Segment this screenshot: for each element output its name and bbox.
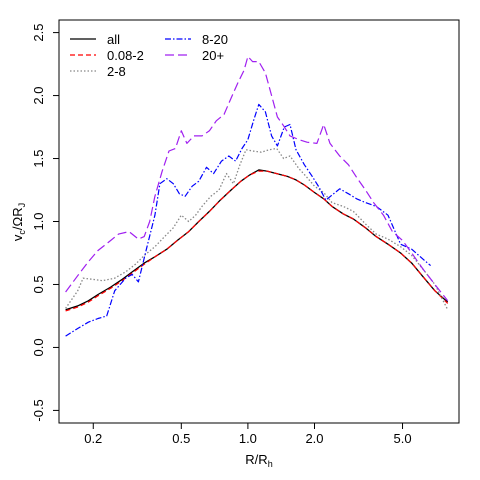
series-line-2-8	[65, 147, 449, 310]
y-tick-label: 2.5	[31, 24, 46, 42]
series-line-0.08-2	[65, 170, 449, 312]
plot-frame	[58, 19, 460, 424]
y-tick-label: 0.5	[31, 275, 46, 293]
legend-label: 2-8	[107, 64, 126, 79]
legend-label: all	[107, 32, 120, 47]
series-line-all	[65, 169, 449, 311]
y-tick-label: 1.5	[31, 149, 46, 167]
x-axis-label: R/Rh	[245, 452, 272, 469]
y-tick-label: 2.0	[31, 87, 46, 105]
x-axis: 0.2 0.5 1.0 2.0 5.0	[84, 422, 412, 446]
legend-label: 0.08-2	[107, 48, 144, 63]
legend-label: 8-20	[202, 32, 228, 47]
x-tick-label: 0.5	[172, 431, 190, 446]
y-tick-label: 0.0	[31, 338, 46, 356]
series-line-8-20	[65, 103, 431, 337]
series-line-20+	[65, 55, 449, 302]
y-axis-label: vc/ΩRJ	[10, 203, 27, 241]
legend-label: 20+	[202, 48, 224, 63]
x-tick-label: 0.2	[84, 431, 102, 446]
x-tick-label: 1.0	[239, 431, 257, 446]
y-axis: -0.5 0.0 0.5 1.0 1.5 2.0 2.5	[31, 24, 60, 422]
y-tick-label: 1.0	[31, 212, 46, 230]
series-group	[65, 55, 449, 337]
x-tick-label: 2.0	[305, 431, 323, 446]
y-tick-label: -0.5	[31, 399, 46, 421]
x-tick-label: 5.0	[393, 431, 411, 446]
